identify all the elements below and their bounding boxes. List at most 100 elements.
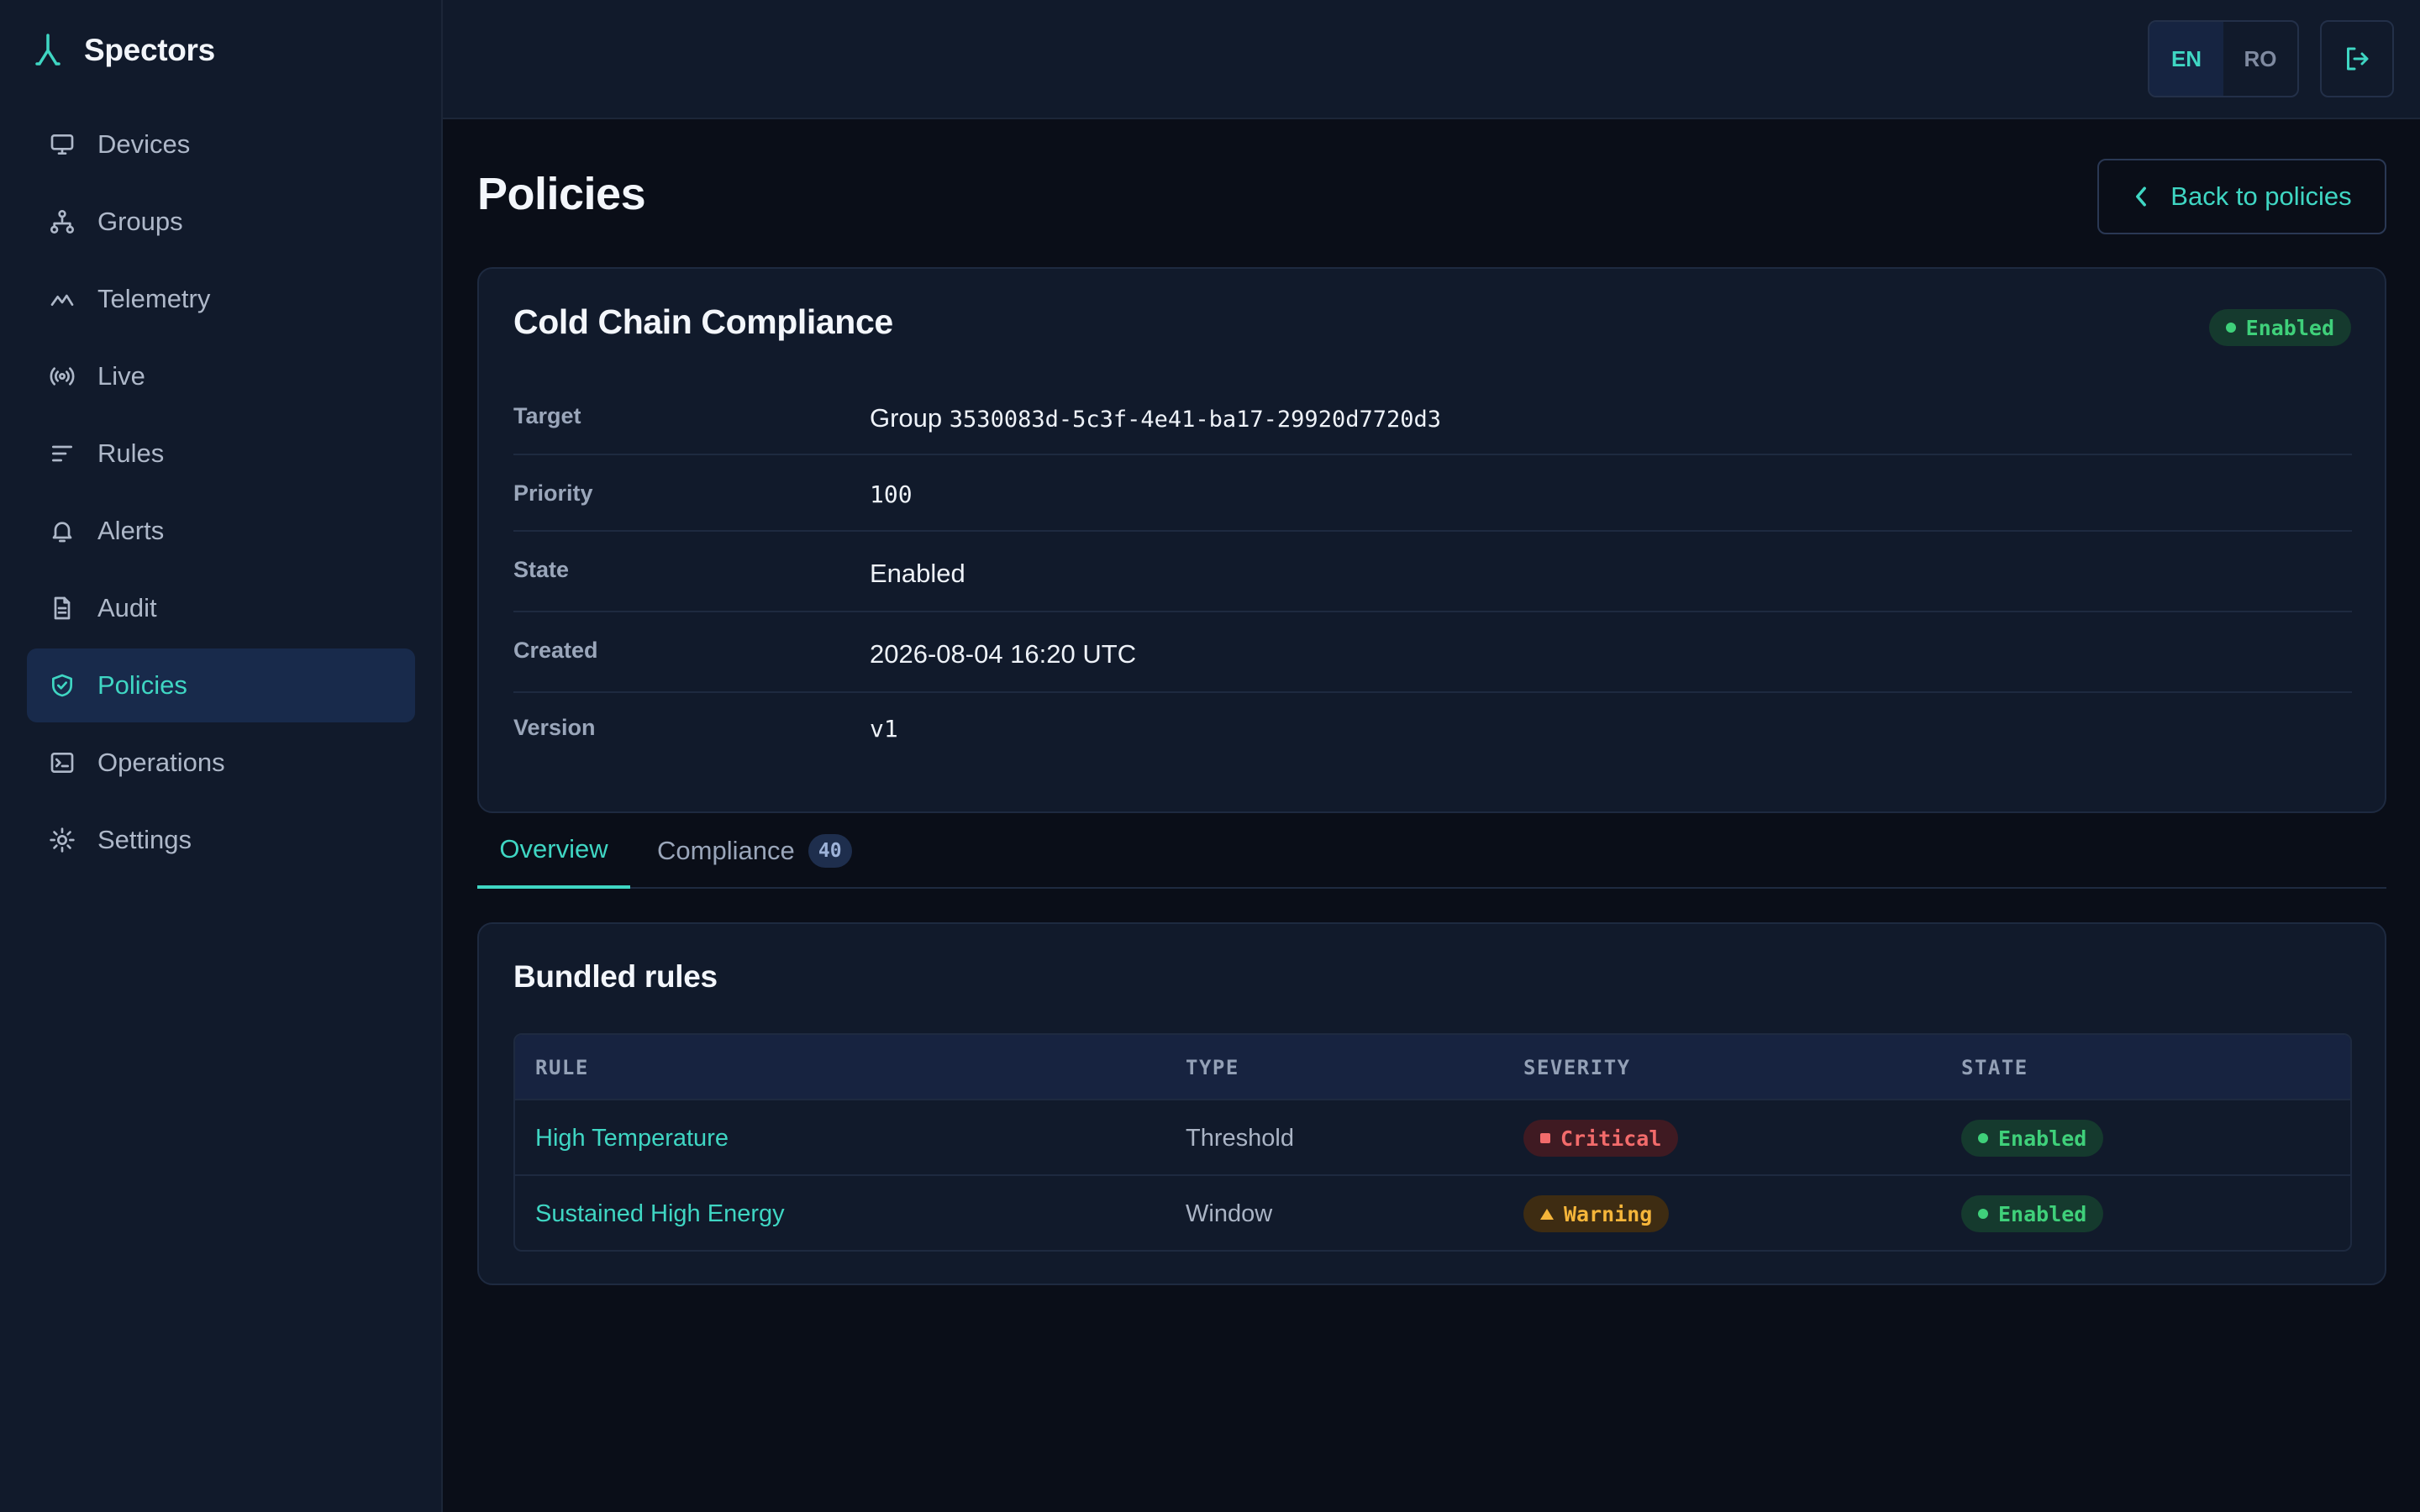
language-en-button[interactable]: EN bbox=[2149, 22, 2223, 96]
state-label: Enabled bbox=[1998, 1126, 2087, 1151]
detail-value: 100 bbox=[870, 480, 913, 508]
shield-check-icon bbox=[52, 674, 72, 697]
hierarchy-icon bbox=[50, 210, 74, 234]
status-dot bbox=[1978, 1133, 1988, 1143]
column-header-rule[interactable]: RULE bbox=[535, 1056, 589, 1079]
bell-icon bbox=[52, 522, 72, 543]
warning-triangle-icon bbox=[1540, 1208, 1554, 1220]
sidebar-item-label: Settings bbox=[97, 825, 192, 854]
sidebar-item-telemetry[interactable]: Telemetry bbox=[27, 262, 415, 336]
sidebar-nav: Devices Groups Telemetry Live Rules Aler… bbox=[27, 108, 415, 880]
sidebar-item-label: Rules bbox=[97, 438, 165, 468]
language-switcher: EN RO bbox=[2148, 20, 2299, 97]
target-group-id[interactable]: 3530083d-5c3f-4e41-ba17-29920d7720d3 bbox=[949, 407, 1441, 433]
sidebar-item-live[interactable]: Live bbox=[27, 339, 415, 413]
broadcast-icon bbox=[50, 367, 75, 386]
detail-label: Version bbox=[513, 715, 596, 740]
table-header: RULE TYPE SEVERITY STATE bbox=[515, 1035, 2350, 1100]
bundled-rules-card: Bundled rules RULE TYPE SEVERITY STATE H… bbox=[477, 922, 2386, 1285]
bundled-rules-title: Bundled rules bbox=[513, 959, 718, 994]
logout-icon bbox=[2347, 47, 2369, 71]
sidebar-item-label: Live bbox=[97, 361, 145, 391]
detail-row-priority: Priority 100 bbox=[513, 455, 2352, 532]
state-badge: Enabled bbox=[1961, 1120, 2104, 1157]
detail-row-target: Target Group 3530083d-5c3f-4e41-ba17-299… bbox=[513, 375, 2352, 455]
tab-overview[interactable]: Overview bbox=[477, 813, 630, 889]
sidebar-item-policies[interactable]: Policies bbox=[27, 648, 415, 722]
rule-type: Threshold bbox=[1186, 1124, 1294, 1152]
policy-tabs: Overview Compliance 40 bbox=[477, 813, 2386, 889]
detail-row-state: State Enabled bbox=[513, 532, 2352, 612]
sidebar-item-devices[interactable]: Devices bbox=[27, 108, 415, 181]
state-label: Enabled bbox=[1998, 1201, 2087, 1226]
sun-gear-icon bbox=[50, 827, 75, 853]
rule-link[interactable]: Sustained High Energy bbox=[535, 1200, 785, 1227]
detail-row-version: Version v1 bbox=[513, 693, 2352, 774]
sidebar-item-label: Audit bbox=[97, 593, 157, 622]
status-badge: Enabled bbox=[2208, 309, 2351, 346]
detail-label: Created bbox=[513, 638, 598, 663]
sidebar-item-label: Groups bbox=[97, 207, 183, 236]
back-to-policies-label: Back to policies bbox=[2170, 181, 2352, 211]
sidebar-item-label: Telemetry bbox=[97, 284, 211, 313]
tab-compliance[interactable]: Compliance 40 bbox=[657, 813, 852, 889]
logout-button[interactable] bbox=[2320, 20, 2394, 97]
language-ro-button[interactable]: RO bbox=[2244, 45, 2277, 71]
severity-badge-critical: Critical bbox=[1523, 1120, 1679, 1157]
monitor-icon bbox=[50, 134, 74, 155]
severity-label: Critical bbox=[1560, 1126, 1662, 1151]
sidebar-item-label: Operations bbox=[97, 748, 225, 777]
state-cell: Enabled bbox=[1961, 1176, 2104, 1250]
column-header-severity[interactable]: SEVERITY bbox=[1523, 1056, 1631, 1079]
page-title: Policies bbox=[477, 169, 646, 219]
sidebar-item-alerts[interactable]: Alerts bbox=[27, 494, 415, 568]
back-to-policies-button[interactable]: Back to policies bbox=[2097, 159, 2386, 234]
rule-link[interactable]: High Temperature bbox=[535, 1124, 729, 1152]
detail-value: Enabled bbox=[870, 559, 965, 588]
detail-value: 2026-08-04 16:20 UTC bbox=[870, 639, 1137, 669]
detail-value: v1 bbox=[870, 715, 898, 743]
critical-square-icon bbox=[1540, 1133, 1550, 1143]
terminal-icon bbox=[50, 753, 74, 773]
detail-row-created: Created 2026-08-04 16:20 UTC bbox=[513, 612, 2352, 693]
activity-icon bbox=[50, 294, 74, 306]
document-icon bbox=[54, 596, 71, 620]
sidebar-item-groups[interactable]: Groups bbox=[27, 185, 415, 259]
list-icon bbox=[52, 445, 72, 462]
severity-badge-warning: Warning bbox=[1523, 1195, 1670, 1232]
column-header-type[interactable]: TYPE bbox=[1186, 1056, 1239, 1079]
detail-label: State bbox=[513, 557, 570, 582]
brand[interactable]: Spectors bbox=[35, 29, 215, 72]
sidebar-item-label: Policies bbox=[97, 670, 187, 700]
severity-cell: Warning bbox=[1523, 1176, 1670, 1250]
sidebar-item-settings[interactable]: Settings bbox=[27, 803, 415, 877]
topbar bbox=[443, 0, 2420, 119]
rule-type: Window bbox=[1186, 1200, 1273, 1227]
status-dot bbox=[2225, 323, 2236, 333]
app-name: Spectors bbox=[84, 33, 215, 67]
sidebar-item-operations[interactable]: Operations bbox=[27, 726, 415, 800]
compliance-count-badge: 40 bbox=[808, 834, 852, 868]
status-dot bbox=[1978, 1209, 1988, 1219]
detail-value: Group 3530083d-5c3f-4e41-ba17-29920d7720… bbox=[870, 403, 1441, 433]
policy-name: Cold Chain Compliance bbox=[513, 302, 893, 341]
severity-label: Warning bbox=[1564, 1201, 1653, 1226]
table-row: Sustained High Energy Window Warning Ena… bbox=[515, 1176, 2350, 1250]
detail-label: Priority bbox=[513, 480, 593, 506]
table-row: High Temperature Threshold Critical Enab… bbox=[515, 1100, 2350, 1176]
column-header-state[interactable]: STATE bbox=[1961, 1056, 2028, 1079]
tab-compliance-label: Compliance bbox=[657, 836, 795, 865]
state-cell: Enabled bbox=[1961, 1100, 2104, 1176]
sidebar-item-label: Devices bbox=[97, 129, 191, 159]
sidebar-item-rules[interactable]: Rules bbox=[27, 417, 415, 491]
target-prefix: Group bbox=[870, 403, 943, 433]
chevron-left-icon bbox=[2136, 186, 2147, 207]
status-badge-label: Enabled bbox=[2245, 315, 2334, 340]
policy-details-card: Cold Chain Compliance Enabled Target Gro… bbox=[477, 267, 2386, 813]
severity-cell: Critical bbox=[1523, 1100, 1679, 1176]
sidebar-item-audit[interactable]: Audit bbox=[27, 571, 415, 645]
logo-icon bbox=[35, 34, 60, 66]
detail-label: Target bbox=[513, 403, 581, 428]
sidebar: Spectors Devices Groups Telemetry Live R… bbox=[0, 0, 443, 1512]
sidebar-item-label: Alerts bbox=[97, 516, 165, 545]
